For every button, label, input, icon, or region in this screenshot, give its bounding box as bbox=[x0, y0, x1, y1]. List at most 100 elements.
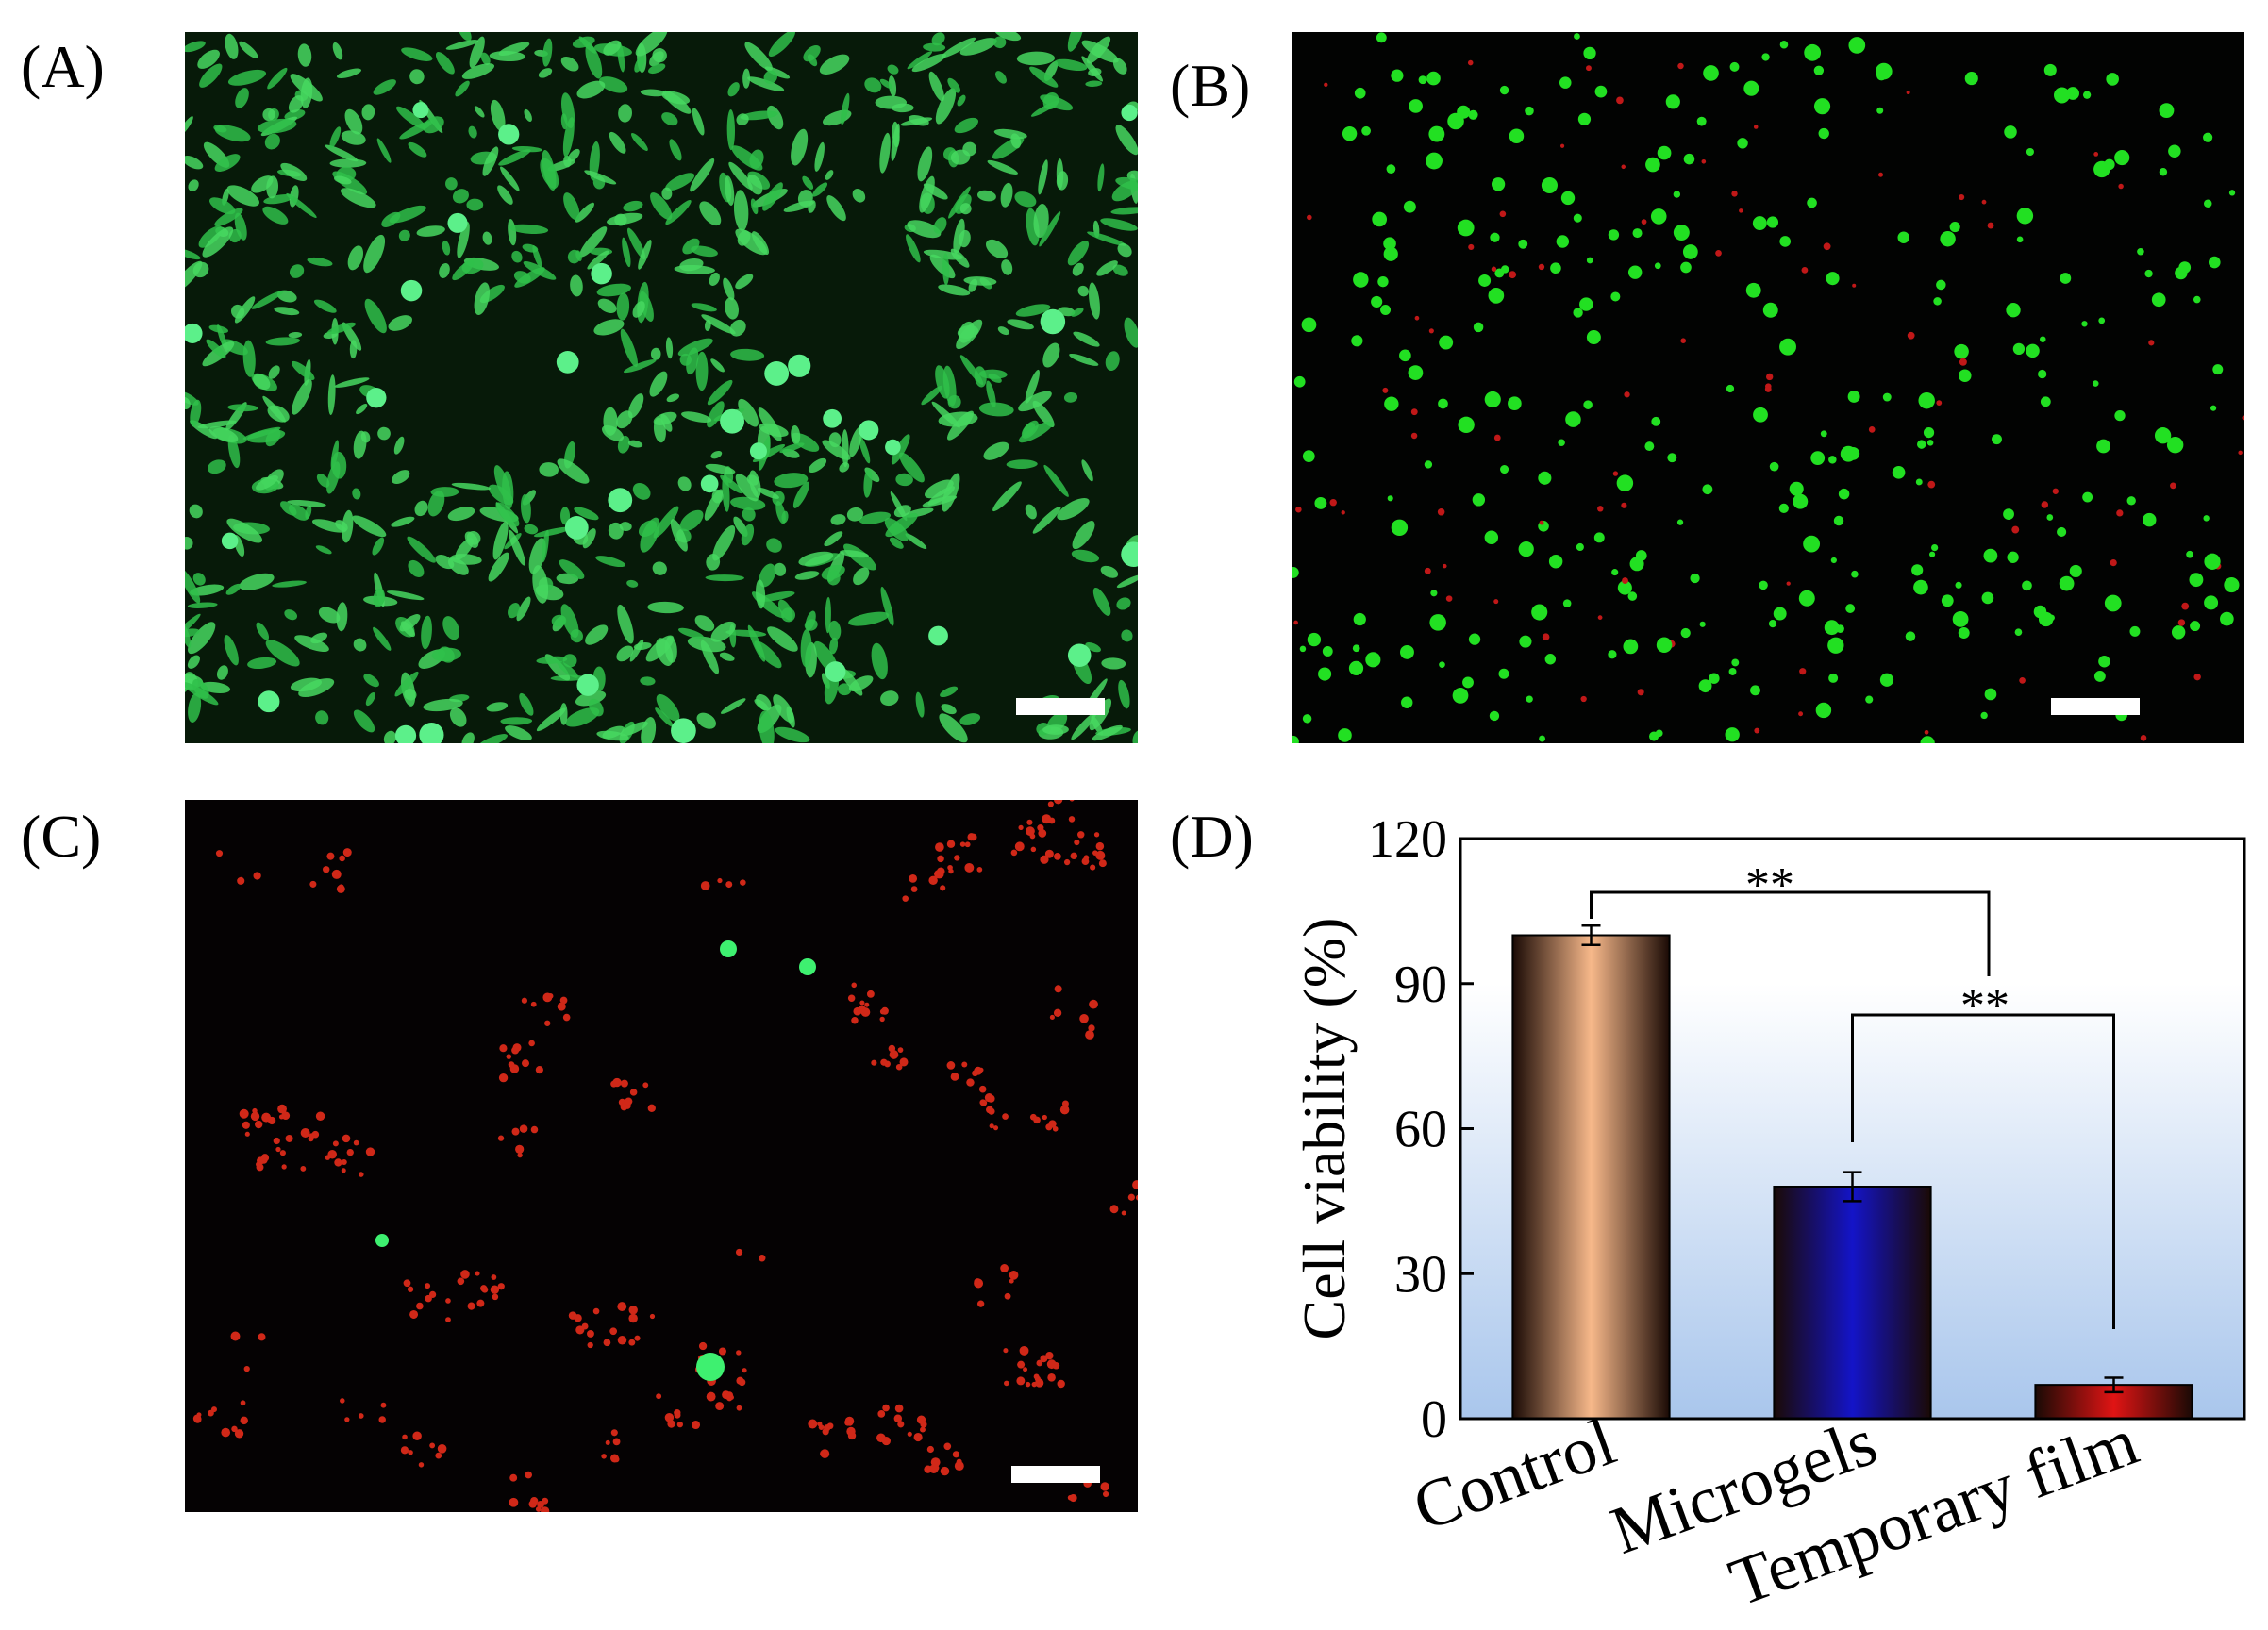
cell bbox=[992, 481, 1022, 512]
cell bbox=[741, 524, 755, 546]
cell bbox=[696, 1353, 725, 1381]
cell bbox=[1054, 58, 1088, 72]
cell bbox=[880, 586, 894, 626]
cell bbox=[681, 411, 712, 423]
cell bbox=[193, 1415, 202, 1423]
cell bbox=[341, 1158, 347, 1166]
cell bbox=[1586, 330, 1601, 345]
cell bbox=[1828, 456, 1837, 464]
cell bbox=[414, 500, 428, 517]
cell bbox=[674, 264, 716, 274]
cell bbox=[1009, 1278, 1014, 1284]
cell bbox=[1302, 714, 1312, 724]
cell bbox=[2189, 573, 2204, 588]
cell bbox=[185, 156, 204, 170]
cell bbox=[1627, 591, 1638, 601]
cell bbox=[541, 1506, 550, 1512]
cell bbox=[1690, 573, 1700, 584]
cell bbox=[1006, 459, 1038, 469]
cell bbox=[921, 385, 942, 406]
cell bbox=[923, 42, 946, 52]
cell bbox=[1036, 1359, 1043, 1367]
cell bbox=[1611, 569, 1619, 576]
cell bbox=[556, 351, 579, 374]
cell bbox=[1958, 369, 1972, 382]
cell bbox=[225, 583, 242, 595]
cell bbox=[747, 76, 785, 91]
cell bbox=[2193, 674, 2201, 681]
cell bbox=[978, 1085, 987, 1093]
cell bbox=[676, 1421, 683, 1428]
cell bbox=[1307, 632, 1322, 647]
cell bbox=[1100, 218, 1138, 231]
cell bbox=[847, 994, 856, 1002]
cell bbox=[1040, 1355, 1048, 1363]
cell bbox=[1057, 1379, 1065, 1389]
cell bbox=[961, 1061, 968, 1068]
cell bbox=[661, 187, 673, 200]
cell bbox=[192, 573, 206, 586]
cell bbox=[640, 89, 667, 97]
cell bbox=[897, 1421, 905, 1428]
cell bbox=[1577, 112, 1592, 125]
cell bbox=[497, 185, 513, 205]
cell bbox=[1438, 398, 1448, 409]
cell bbox=[1562, 599, 1572, 607]
cell bbox=[447, 212, 468, 233]
cell bbox=[557, 458, 590, 484]
cell bbox=[2041, 501, 2049, 508]
cell bbox=[1121, 541, 1138, 567]
cell bbox=[310, 632, 328, 644]
cell bbox=[859, 511, 892, 524]
cell bbox=[185, 537, 193, 550]
cell bbox=[2220, 611, 2234, 626]
cell bbox=[373, 588, 386, 607]
cell bbox=[1573, 308, 1583, 318]
cell bbox=[240, 1416, 248, 1425]
cell bbox=[767, 626, 798, 652]
cell bbox=[2093, 160, 2110, 178]
cell bbox=[1699, 621, 1706, 627]
cell bbox=[1823, 242, 1831, 251]
cell bbox=[447, 507, 475, 522]
panel-label: (C) bbox=[21, 803, 101, 870]
cell bbox=[461, 258, 484, 274]
cell bbox=[423, 116, 444, 134]
cell bbox=[2022, 580, 2032, 591]
cell bbox=[1865, 695, 1874, 704]
cell bbox=[488, 552, 509, 582]
cell bbox=[690, 158, 715, 192]
cell bbox=[819, 54, 850, 75]
cell bbox=[694, 615, 715, 632]
cell bbox=[557, 1002, 566, 1011]
cell bbox=[388, 315, 413, 331]
cell bbox=[1067, 32, 1085, 52]
cell bbox=[942, 253, 950, 286]
cell bbox=[1414, 315, 1420, 321]
cell bbox=[2143, 512, 2157, 527]
cell bbox=[457, 222, 470, 258]
cell bbox=[976, 1300, 985, 1307]
cell bbox=[402, 1434, 408, 1440]
cell bbox=[840, 550, 869, 558]
cell bbox=[612, 1077, 622, 1088]
cell bbox=[2168, 144, 2181, 158]
cell bbox=[665, 173, 695, 191]
cell bbox=[667, 1420, 675, 1428]
cell bbox=[1632, 228, 1643, 239]
cell bbox=[736, 113, 749, 125]
cell bbox=[674, 1409, 681, 1417]
cell bbox=[2224, 576, 2240, 593]
cell bbox=[1439, 661, 1445, 668]
cell bbox=[1429, 614, 1446, 631]
cell bbox=[824, 531, 843, 547]
cell bbox=[666, 393, 680, 403]
cell bbox=[655, 707, 674, 727]
cell bbox=[267, 1116, 276, 1125]
y-tick-label: 30 bbox=[1394, 1245, 1447, 1304]
cell bbox=[974, 1066, 983, 1075]
cell bbox=[907, 51, 933, 70]
cell bbox=[495, 502, 520, 527]
cell bbox=[499, 1044, 508, 1053]
cell bbox=[1391, 519, 1409, 537]
